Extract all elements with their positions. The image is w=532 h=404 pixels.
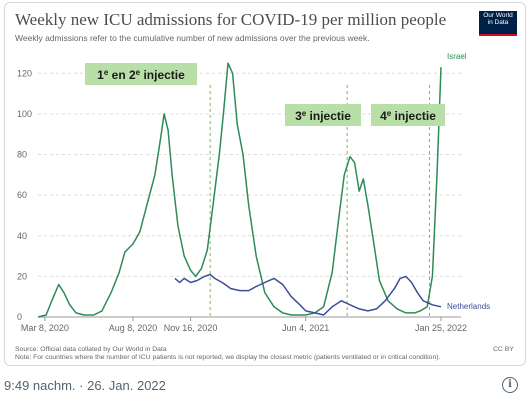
x-tick-label: Mar 8, 2020 — [21, 323, 69, 333]
annotation-label-part: 4 — [380, 109, 387, 123]
series-label-netherlands: Netherlands — [447, 302, 490, 311]
series-line-israel — [37, 62, 442, 318]
annotation-label-part: e — [387, 109, 392, 118]
logo-line-2: in Data — [487, 19, 509, 26]
logo-line-1: Our World — [483, 12, 513, 19]
injection-annotation-label: 1e en 2e injectie — [97, 68, 185, 83]
annotation-label-part: e — [104, 68, 109, 77]
y-tick-label: 0 — [17, 312, 22, 322]
y-tick-label: 80 — [17, 150, 27, 160]
annotation-label-part: e — [136, 68, 141, 77]
annotation-label-part: en 2 — [108, 68, 136, 82]
chart-title: Weekly new ICU admissions for COVID-19 p… — [15, 10, 447, 29]
y-tick-label: 20 — [17, 271, 27, 281]
injection-annotation-box — [371, 104, 445, 126]
chart-note: Note: For countries where the number of … — [15, 354, 441, 361]
tweet-timestamp[interactable]: 9:49 nachm. · 26. Jan. 2022 — [4, 378, 166, 393]
x-tick-label: Jun 4, 2021 — [282, 323, 329, 333]
y-tick-label: 60 — [17, 190, 27, 200]
x-tick-label: Jan 25, 2022 — [415, 323, 467, 333]
y-tick-label: 100 — [17, 109, 32, 119]
y-tick-label: 120 — [17, 68, 32, 78]
annotation-label-part: 1 — [97, 68, 104, 82]
tweet-card[interactable]: Weekly new ICU admissions for COVID-19 p… — [4, 2, 526, 366]
annotation-label-part: injectie — [306, 109, 351, 123]
chart-license: CC BY — [493, 346, 514, 353]
annotation-label-part: injectie — [391, 109, 436, 123]
annotation-label-part: 3 — [295, 109, 302, 123]
x-tick-label: Nov 16, 2020 — [164, 323, 218, 333]
annotation-label-part: injectie — [140, 68, 185, 82]
injection-annotation-label: 4e injectie — [380, 109, 436, 124]
y-tick-label: 40 — [17, 231, 27, 241]
chart-plot: 0 20 40 60 80 100 120 Mar 8, 2020 Aug 8, 2020 Nov… — [17, 52, 490, 333]
series-label-israel: Israel — [447, 52, 467, 61]
injection-annotation-label: 3e injectie — [295, 109, 351, 124]
series-line-netherlands — [174, 273, 442, 316]
owid-logo: Our World in Data — [479, 11, 517, 36]
annotation-label-part: e — [302, 109, 307, 118]
x-tick-label: Aug 8, 2020 — [109, 323, 158, 333]
chart-source: Source: Official data collated by Our Wo… — [15, 346, 167, 353]
chart-subtitle: Weekly admissions refer to the cumulativ… — [15, 33, 370, 43]
info-icon[interactable]: i — [502, 377, 518, 393]
injection-annotation-box — [285, 104, 361, 126]
injection-annotation-box — [85, 63, 197, 85]
